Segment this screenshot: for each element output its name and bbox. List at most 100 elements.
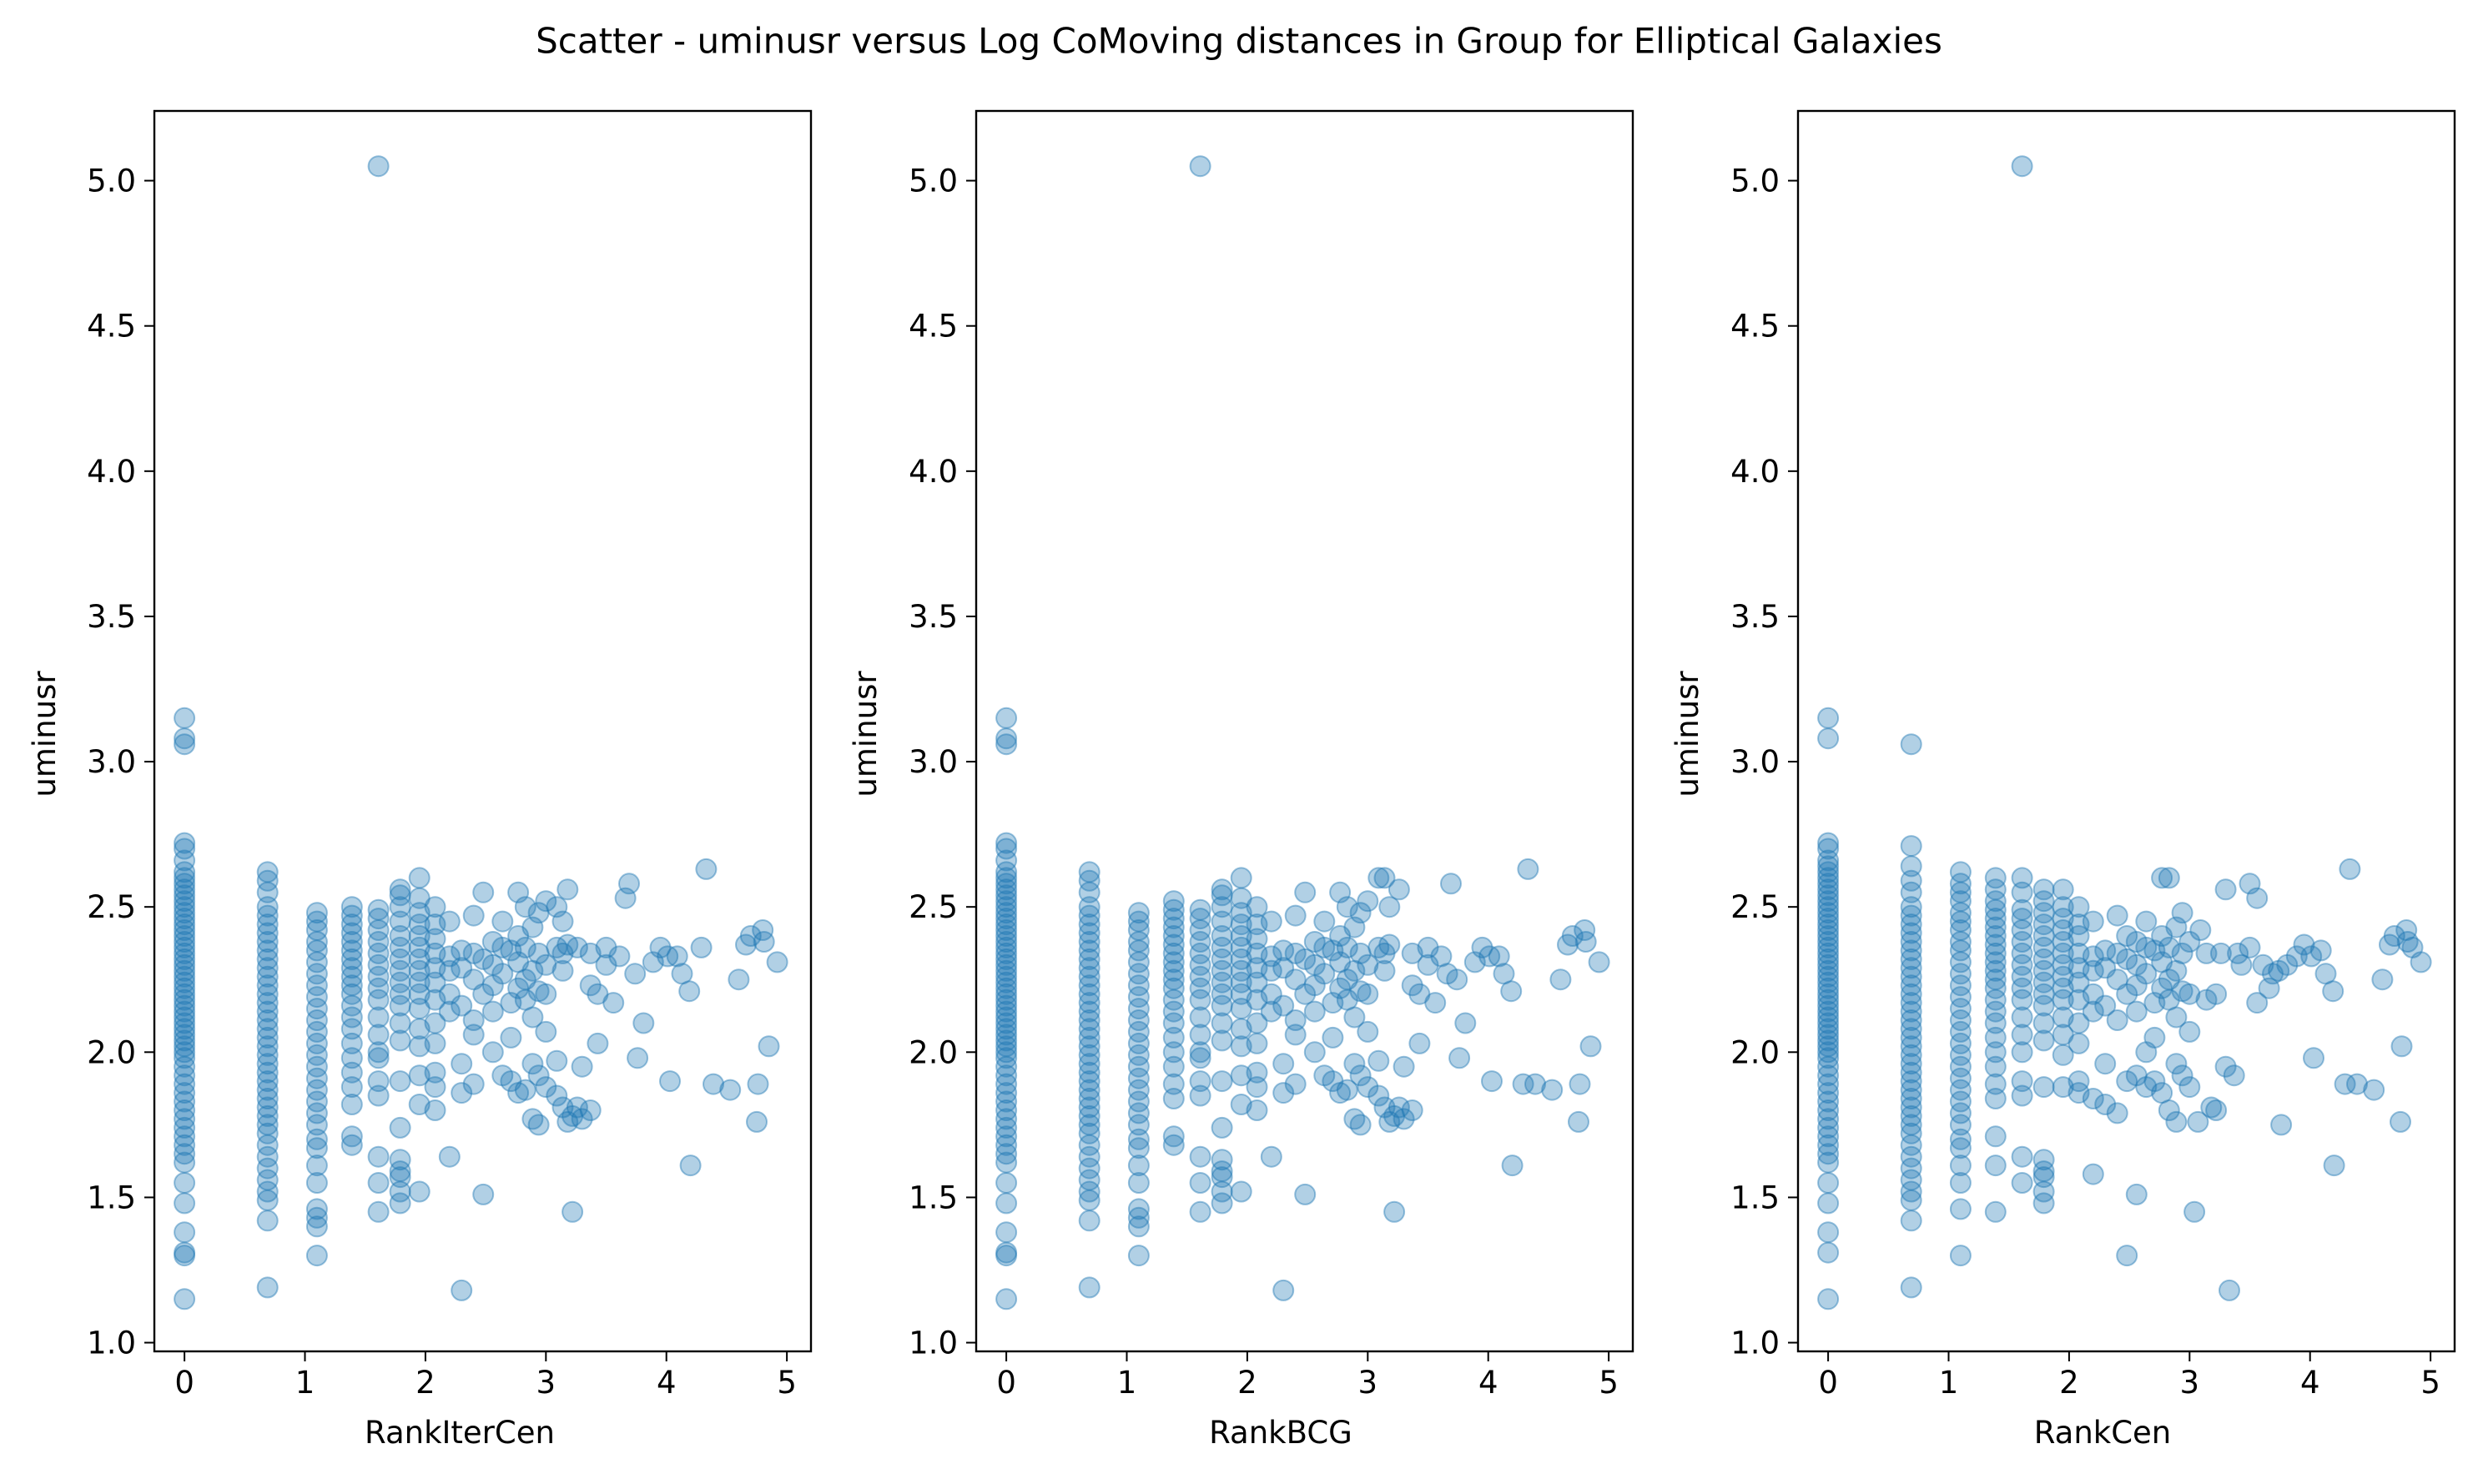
- scatter-point: [1900, 1180, 1922, 1203]
- scatter-point: [1949, 1245, 1972, 1267]
- scatter-point: [2052, 942, 2074, 964]
- scatter-point: [657, 945, 679, 968]
- scatter-point: [1900, 1096, 1922, 1119]
- scatter-point: [2151, 1082, 2173, 1104]
- y-tick-label: 2.0: [1730, 1034, 1780, 1070]
- scatter-point: [1949, 951, 1972, 973]
- scatter-point: [1378, 1110, 1401, 1133]
- scatter-point: [739, 925, 762, 947]
- scatter-point: [1162, 908, 1185, 930]
- scatter-point: [1984, 988, 2007, 1011]
- scatter-point: [1900, 974, 1922, 997]
- scatter-point: [1424, 992, 1447, 1014]
- scatter-point: [1230, 936, 1252, 958]
- scatter-point: [1817, 965, 1840, 988]
- scatter-point: [1211, 959, 1233, 982]
- scatter-point: [1817, 1172, 1840, 1194]
- scatter-point: [389, 1192, 411, 1215]
- scatter-point: [521, 959, 544, 982]
- scatter-point: [174, 727, 196, 750]
- scatter-point: [1388, 878, 1410, 901]
- scatter-point: [1357, 983, 1379, 1005]
- scatter-point: [424, 913, 446, 936]
- scatter-point: [1817, 1029, 1840, 1052]
- scatter-point: [256, 896, 279, 918]
- scatter-point: [1984, 878, 2007, 901]
- scatter-point: [1984, 1088, 2007, 1109]
- subplot-1: RankIterCen uminusr: [27, 671, 555, 1451]
- scatter-point: [2052, 878, 2074, 901]
- scatter-point: [1817, 988, 1840, 1011]
- scatter-point: [2052, 988, 2074, 1011]
- scatter-point: [1900, 1079, 1922, 1101]
- scatter-point: [1078, 1122, 1100, 1144]
- scatter-point: [2214, 1055, 2237, 1078]
- scatter-point: [1900, 1026, 1922, 1049]
- scatter-point: [562, 1200, 584, 1223]
- scatter-point: [2068, 896, 2090, 918]
- scatter-point: [1078, 1000, 1100, 1023]
- scatter-point: [1189, 1172, 1211, 1194]
- scatter-point: [1322, 1070, 1344, 1093]
- scatter-point: [2125, 1183, 2148, 1205]
- scatter-point: [1078, 1276, 1100, 1299]
- scatter-point: [256, 1169, 279, 1191]
- scatter-point: [2195, 942, 2218, 964]
- scatter-point: [2303, 1047, 2324, 1069]
- scatter-point: [2052, 965, 2074, 988]
- scatter-point: [632, 1012, 655, 1034]
- scatter-point: [389, 948, 411, 970]
- scatter-point: [2032, 925, 2055, 947]
- scatter-point: [995, 727, 1018, 750]
- scatter-point: [2011, 155, 2033, 178]
- scatter-point: [2178, 931, 2201, 953]
- scatter-point: [1367, 936, 1390, 958]
- y-tick-label: 1.0: [1730, 1326, 1780, 1361]
- scatter-point: [995, 884, 1018, 907]
- scatter-point: [1949, 1020, 1972, 1043]
- x-tick-label: 0: [174, 1365, 194, 1401]
- scatter-point: [1127, 1020, 1150, 1043]
- scatter-point: [424, 1012, 446, 1034]
- scatter-point: [174, 873, 196, 895]
- scatter-point: [1512, 1073, 1534, 1095]
- scatter-point: [1949, 1198, 1972, 1220]
- scatter-point: [1162, 890, 1185, 913]
- scatter-point: [1211, 994, 1233, 1017]
- scatter-point: [2239, 873, 2261, 895]
- scatter-point: [367, 1084, 390, 1107]
- scatter-point: [2309, 939, 2332, 962]
- scatter-point: [256, 939, 279, 962]
- y-tick-label: 1.5: [1730, 1180, 1780, 1215]
- scatter-point: [256, 1122, 279, 1144]
- scatter-point: [1900, 1122, 1922, 1144]
- scatter-point: [367, 1070, 390, 1093]
- scatter-point: [1078, 1053, 1100, 1075]
- y-tick-label: 2.0: [909, 1034, 958, 1070]
- scatter-point: [995, 1000, 1018, 1023]
- scatter-point: [340, 994, 363, 1017]
- scatter-point: [1078, 1157, 1100, 1180]
- scatter-point: [1349, 1064, 1372, 1087]
- scatter-point: [595, 953, 617, 976]
- scatter-point: [566, 936, 588, 958]
- scatter-point: [2379, 933, 2400, 956]
- scatter-point: [2011, 1041, 2033, 1064]
- scatter-point: [1817, 1108, 1840, 1130]
- scatter-point: [389, 910, 411, 933]
- scatter-point: [1949, 1079, 1972, 1101]
- scatter-point: [1900, 1000, 1922, 1023]
- scatter-point: [1357, 890, 1379, 913]
- scatter-point: [1189, 1070, 1211, 1093]
- scatter-point: [1900, 1189, 1922, 1211]
- scatter-point: [2052, 1006, 2074, 1029]
- scatter-point: [1900, 1018, 1922, 1040]
- scatter-point: [1329, 925, 1352, 947]
- scatter-point: [1162, 1026, 1185, 1049]
- scatter-point: [305, 919, 328, 941]
- scatter-point: [1569, 1073, 1591, 1095]
- scatter-point: [451, 939, 473, 962]
- scatter-point: [174, 1241, 196, 1264]
- scatter-point: [1189, 908, 1211, 930]
